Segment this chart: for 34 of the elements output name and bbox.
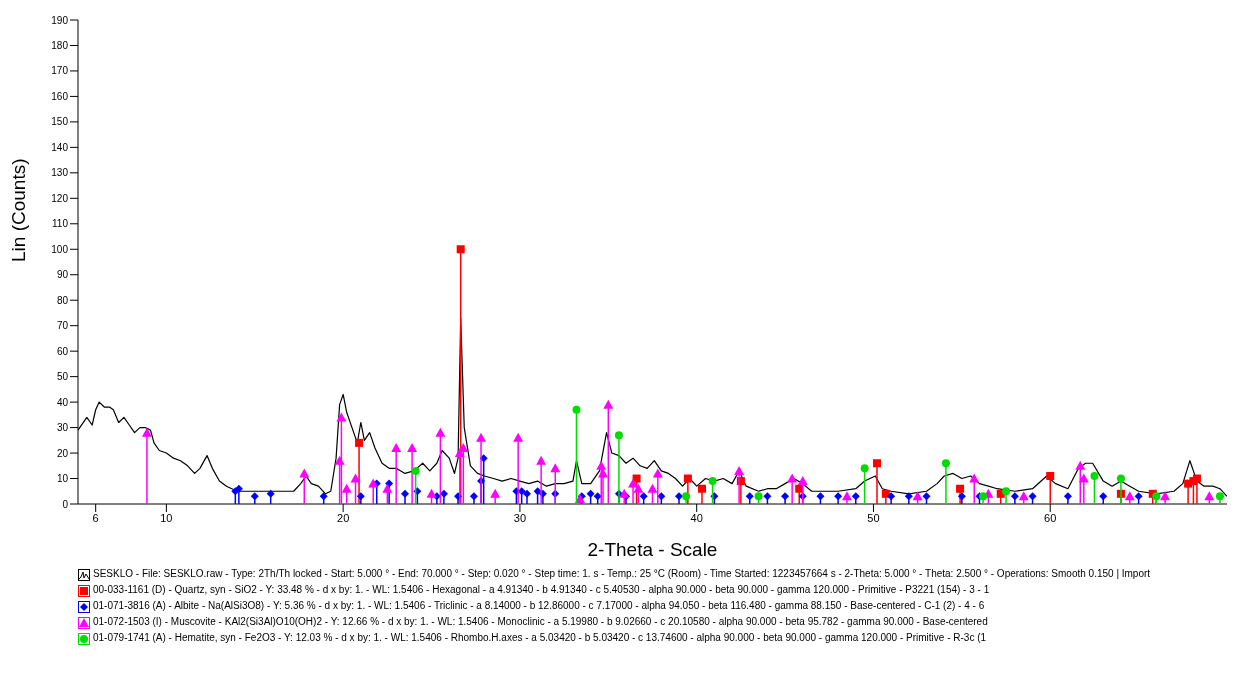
legend-label: 01-079-1741 (A) - Hematite, syn - Fe2O3 - Y: 12.03 % - d x by: 1. - WL: 1.5406 - Rhombo.H.axes - a 5.03420 - b 5.03420 - c 13.74600 - alpha 90.000 - beta 90.000 - gamma 120.000 - Primitive - R-3c (1 bbox=[93, 632, 987, 644]
x-axis-title: 2-Theta - Scale bbox=[587, 539, 718, 560]
y-tick-label: 100 bbox=[51, 243, 69, 255]
x-tick-label: 40 bbox=[690, 511, 703, 524]
y-tick-label: 110 bbox=[52, 218, 69, 230]
y-tick-label: 190 bbox=[51, 14, 69, 26]
y-tick-label: 130 bbox=[51, 167, 69, 179]
y-tick-label: 170 bbox=[51, 65, 69, 77]
y-tick-label: 120 bbox=[51, 192, 69, 204]
y-tick-label: 180 bbox=[51, 40, 69, 52]
y-tick-label: 70 bbox=[56, 320, 69, 332]
y-tick-label: 10 bbox=[56, 473, 69, 485]
y-tick-label: 50 bbox=[56, 371, 69, 383]
legend-label: 01-072-1503 (I) - Muscovite - KAl2(Si3Al)O10(OH)2 - Y: 12.66 % - d x by: 1. - WL: 1.5406 - Monoclinic - a 5.19980 - b 9.02660 - c 20.10580 - alpha 90.000 - beta 95.782 - gamma 90.000 - Base-centered bbox=[93, 616, 988, 628]
y-tick-label: 160 bbox=[51, 90, 69, 102]
y-tick-label: 40 bbox=[56, 396, 69, 408]
x-tick-label: 30 bbox=[513, 511, 527, 524]
y-tick-label: 90 bbox=[56, 269, 69, 281]
y-tick-label: 30 bbox=[56, 422, 69, 434]
y-tick-label: 150 bbox=[51, 116, 69, 128]
x-tick-label: 60 bbox=[1044, 511, 1057, 524]
y-tick-label: 60 bbox=[56, 345, 69, 357]
y-axis-title: Lin (Counts) bbox=[7, 158, 29, 262]
y-tick-label: 80 bbox=[56, 294, 69, 306]
x-tick-label: 20 bbox=[337, 511, 350, 524]
x-tick-label: 50 bbox=[867, 511, 880, 524]
y-tick-label: 20 bbox=[56, 447, 69, 459]
x-tick-label: 6 bbox=[92, 511, 99, 524]
y-tick-label: 140 bbox=[51, 141, 69, 153]
y-tick-label: 0 bbox=[62, 498, 69, 510]
x-tick-label: 10 bbox=[160, 511, 173, 524]
legend-label: 00-033-1161 (D) - Quartz, syn - SiO2 - Y: 33.48 % - d x by: 1. - WL: 1.5406 - Hexagonal - a 4.91340 - b 4.91340 - c 5.40530 - alpha 90.000 - beta 90.000 - gamma 120.000 - Primitive - P3221 (154) - 3 - 1 bbox=[93, 584, 990, 596]
legend-label: 01-071-3816 (A) - Albite - Na(AlSi3O8) - Y: 5.36 % - d x by: 1. - WL: 1.5406 - Triclinic - a 8.14000 - b 12.86000 - c 7.17000 - alpha 94.050 - beta 116.480 - gamma 88.150 - Base-centered - C-1 (2) - 4 - 6 bbox=[93, 600, 985, 612]
legend-label: SESKLO - File: SESKLO.raw - Type: 2Th/Th locked - Start: 5.000 ° - End: 70.000 ° - Step: 0.020 ° - Step time: 1. s - Temp.: 25 °C (Room) - Time Started: 1223457664 s - 2-Theta: 5.000 ° - Theta: 2.500 ° - Operations: Smooth 0.150 | Import bbox=[93, 568, 1151, 580]
